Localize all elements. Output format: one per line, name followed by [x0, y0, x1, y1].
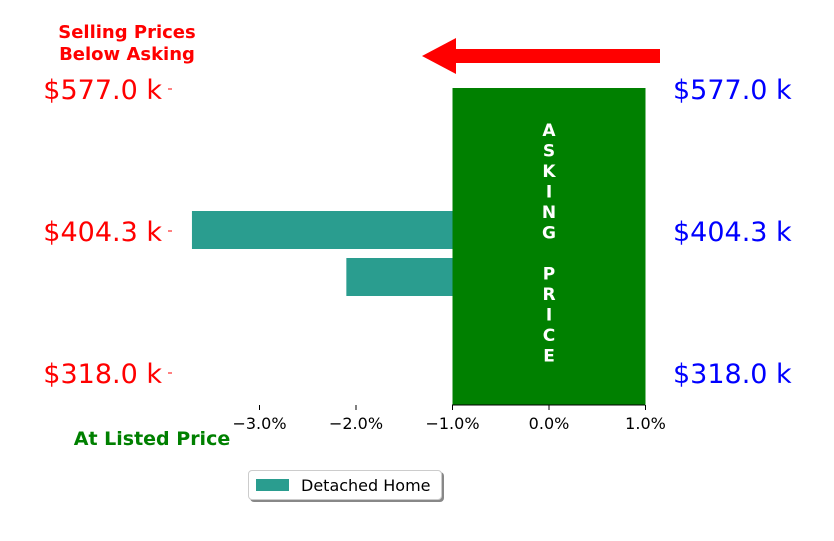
x-tick-label: −3.0%: [232, 414, 286, 433]
legend-swatch: [256, 479, 289, 491]
x-tick-label: −2.0%: [329, 414, 383, 433]
asking-price-letter: P: [543, 265, 555, 285]
asking-price-letter: G: [542, 224, 556, 244]
asking-price-letter: I: [546, 183, 552, 203]
x-axis: −3.0% −2.0% −1.0% 0.0% 1.0%: [232, 405, 666, 433]
x-tick-label: −1.0%: [425, 414, 479, 433]
asking-price-letter: E: [543, 347, 555, 367]
asking-price-letter: R: [542, 285, 555, 305]
below-asking-annotation-line1: Selling Prices: [58, 22, 195, 43]
at-listed-price-annotation: At Listed Price: [74, 428, 230, 450]
right-y-tick-label: $404.3 k: [673, 217, 792, 248]
left-y-tick-label: $318.0 k: [43, 359, 162, 390]
right-y-axis: $577.0 k $404.3 k $318.0 k: [673, 75, 792, 390]
asking-price-letter: S: [543, 142, 555, 162]
legend-label-detached-home: Detached Home: [301, 475, 431, 495]
x-tick-label: 0.0%: [529, 414, 570, 433]
asking-price-letter: C: [543, 326, 555, 346]
left-y-axis: $577.0 k $404.3 k $318.0 k: [43, 75, 172, 390]
asking-price-letter: K: [542, 162, 556, 182]
below-asking-annotation-line2: Below Asking: [59, 44, 195, 65]
asking-price-letter: N: [542, 203, 556, 223]
asking-price-band: [452, 88, 646, 405]
right-y-tick-label: $577.0 k: [673, 75, 792, 106]
left-y-tick-label: $577.0 k: [43, 75, 162, 106]
legend: Detached Home: [248, 470, 442, 500]
right-y-tick-label: $318.0 k: [673, 359, 792, 390]
asking-price-letter: I: [546, 306, 552, 326]
x-tick-label: 1.0%: [625, 414, 666, 433]
asking-price-letter: A: [542, 121, 556, 141]
left-y-tick-label: $404.3 k: [43, 217, 162, 248]
left-arrow-icon: [422, 38, 660, 74]
